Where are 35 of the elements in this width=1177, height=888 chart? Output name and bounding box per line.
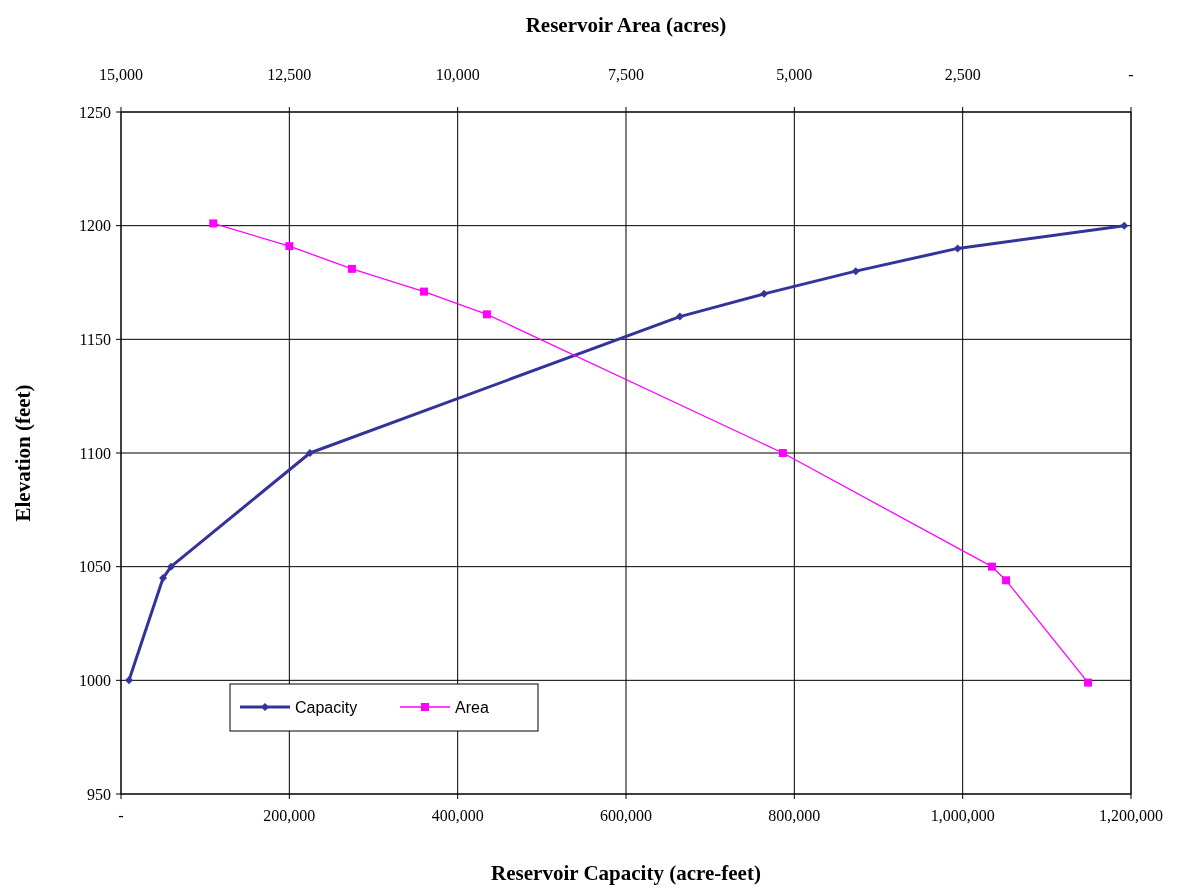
point bbox=[125, 676, 133, 685]
y-tick-label: 1100 bbox=[79, 444, 111, 462]
y-tick-label: 1000 bbox=[79, 671, 111, 689]
legend-label: Capacity bbox=[295, 698, 358, 716]
x-tick-label: 400,000 bbox=[431, 807, 484, 824]
y-tick-label: 1050 bbox=[79, 558, 111, 576]
legend-label: Area bbox=[455, 698, 489, 716]
point bbox=[167, 562, 175, 571]
point bbox=[851, 267, 860, 276]
x-tick-label: 1,000,000 bbox=[930, 807, 995, 824]
x2-tick-label: 12,500 bbox=[267, 66, 312, 83]
y-tick-label: 1150 bbox=[79, 330, 111, 348]
y-axis-title: Elevation (feet) bbox=[11, 384, 35, 522]
point bbox=[1120, 221, 1129, 230]
x2-tick-label: 5,000 bbox=[776, 66, 813, 83]
y-tick-label: 1200 bbox=[79, 217, 111, 235]
x2-tick-label: - bbox=[1128, 66, 1134, 83]
x2-tick-label: 15,000 bbox=[99, 66, 143, 83]
x-tick-label: - bbox=[118, 807, 124, 824]
point bbox=[675, 312, 684, 321]
x-tick-label: 200,000 bbox=[263, 807, 316, 824]
x2-tick-label: 7,500 bbox=[608, 66, 644, 83]
y-tick-label: 1250 bbox=[79, 103, 111, 121]
x-axis-title: Reservoir Capacity (acre-feet) bbox=[491, 861, 761, 885]
x-tick-label: 800,000 bbox=[768, 807, 821, 824]
point bbox=[953, 244, 962, 253]
x-tick-label: 600,000 bbox=[600, 807, 652, 824]
point bbox=[159, 574, 168, 583]
x2-tick-label: 10,000 bbox=[435, 66, 480, 83]
point bbox=[760, 289, 769, 298]
x2-axis-title: Reservoir Area (acres) bbox=[525, 13, 727, 37]
x2-tick-label: 2,500 bbox=[944, 66, 981, 83]
point bbox=[305, 449, 314, 457]
x-tick-label: 1,200,000 bbox=[1099, 807, 1163, 824]
y-tick-label: 950 bbox=[87, 785, 111, 803]
